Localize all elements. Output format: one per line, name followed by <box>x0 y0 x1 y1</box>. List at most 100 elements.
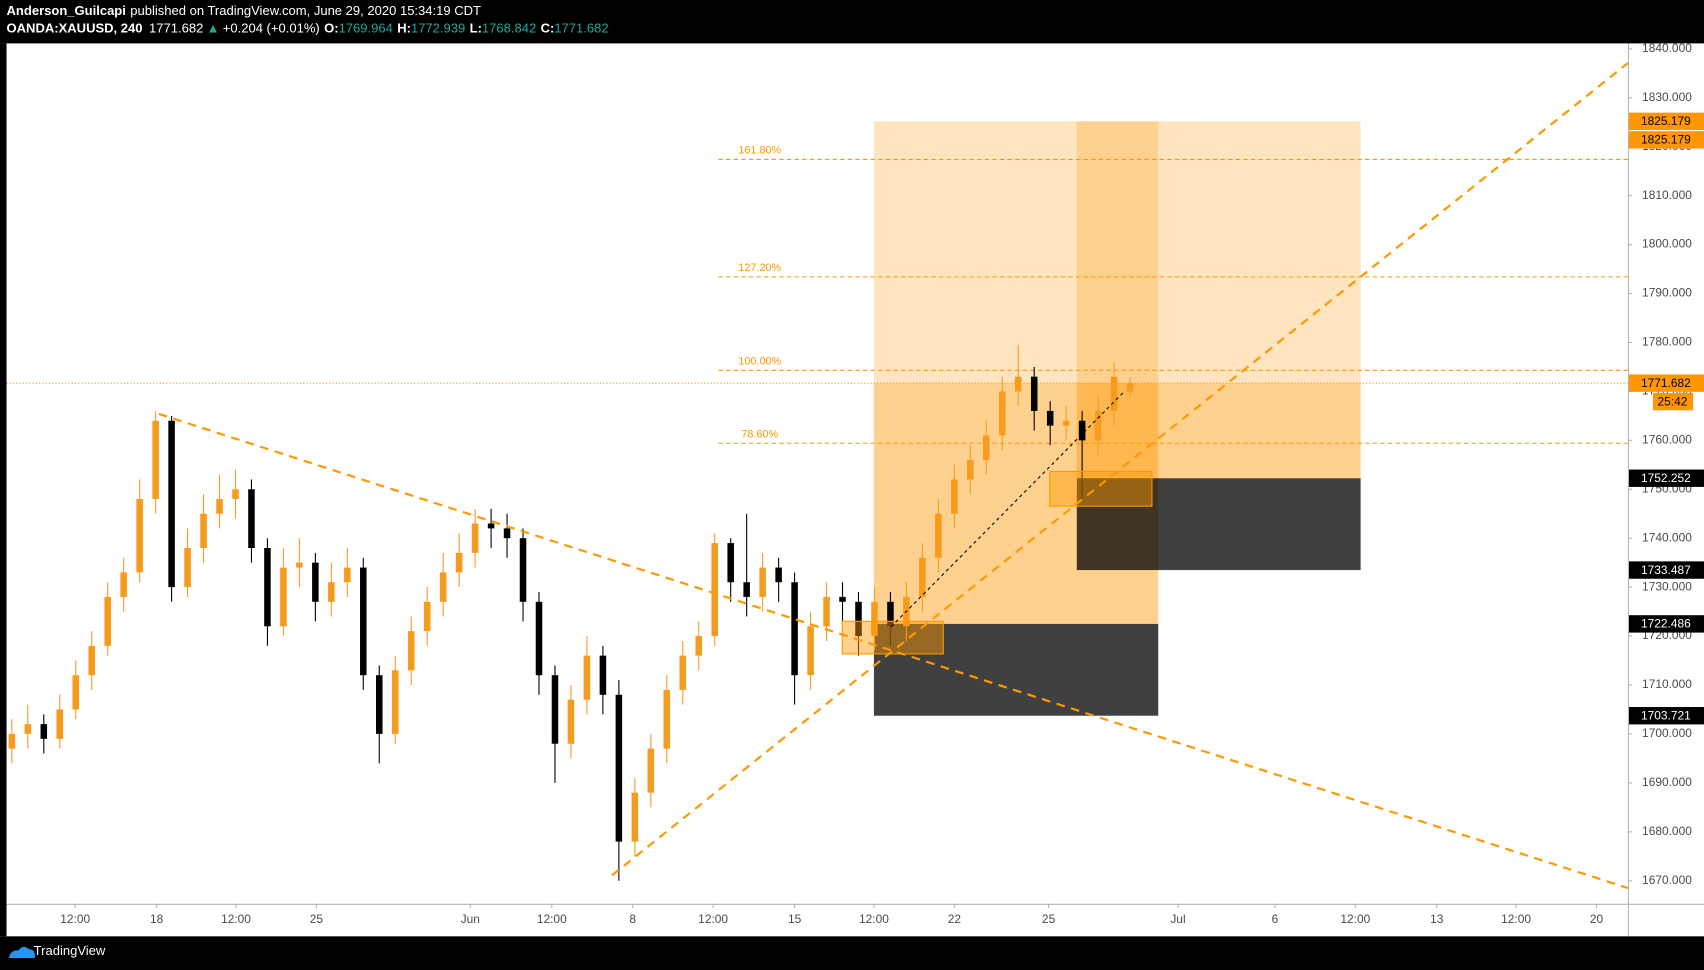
left-edge <box>0 43 7 937</box>
candle-body <box>647 748 655 793</box>
price-tag-label: 1722.486 <box>1641 617 1691 631</box>
price-tag-label: 1825.179 <box>1641 133 1691 147</box>
candle-body <box>823 596 830 627</box>
candle-body <box>839 596 846 602</box>
candle-body <box>1094 410 1102 441</box>
candle-body <box>136 499 143 573</box>
x-tick-label: 12:00 <box>537 912 567 926</box>
trendline <box>158 412 1629 890</box>
candle-body <box>168 420 175 588</box>
candle-body <box>24 724 32 734</box>
candle-body <box>280 567 287 627</box>
price-tag <box>1629 615 1704 633</box>
candle-body <box>391 670 399 734</box>
chart-layer: 161.80% 127.20% 100.00% 78.60% <box>6 62 1629 890</box>
candle-body <box>1078 420 1086 441</box>
candle-body <box>455 552 463 573</box>
x-tick-label: 12:00 <box>60 912 90 926</box>
x-tick-label: 12:00 <box>698 912 728 926</box>
x-tick-label: 25 <box>1042 912 1056 926</box>
price-tag <box>1629 707 1704 725</box>
candle-body <box>248 489 255 548</box>
candle-body <box>807 626 814 676</box>
countdown: 25:42 <box>1658 394 1688 408</box>
candle-body <box>423 601 431 632</box>
candle-body <box>1110 376 1118 411</box>
o-label: O: <box>324 21 338 36</box>
y-tick-label: 1790.000 <box>1642 286 1692 300</box>
candle-body <box>599 655 607 695</box>
x-tick-label: 12:00 <box>221 912 251 926</box>
y-tick-label: 1830.000 <box>1642 90 1692 104</box>
x-tick-label: 25 <box>310 912 324 926</box>
candle-body <box>216 499 223 514</box>
candle-body <box>711 543 718 637</box>
logo <box>8 946 35 959</box>
candle-body <box>935 513 942 558</box>
h-label: H: <box>397 21 411 36</box>
candle-body <box>983 435 990 460</box>
x-tick-label: 15 <box>788 912 802 926</box>
x-tick-label: 13 <box>1430 912 1444 926</box>
y-tick-label: 1800.000 <box>1642 237 1692 251</box>
c-value: 1771.682 <box>554 21 608 36</box>
y-tick-label: 1760.000 <box>1642 432 1692 446</box>
chart-bg <box>0 43 1704 937</box>
l-value: 1768.842 <box>482 21 536 36</box>
candle-body <box>88 645 95 676</box>
last: 1771.682 <box>149 21 203 36</box>
candle-body <box>407 631 415 671</box>
candle-body <box>232 489 239 500</box>
candle-body <box>152 420 159 500</box>
candle-body <box>695 636 703 656</box>
profit-zone <box>1076 121 1361 479</box>
price-tag <box>1629 469 1704 487</box>
candle-body <box>503 528 511 539</box>
candle-body <box>1030 376 1038 411</box>
candle-body <box>1126 383 1134 392</box>
x-tick-label: 22 <box>948 912 962 926</box>
candle-body <box>583 655 591 700</box>
candle-body <box>328 582 335 602</box>
x-tick-label: Jun <box>461 912 480 926</box>
candle-body <box>887 601 894 627</box>
header-bar <box>0 0 1704 44</box>
y-tick-label: 1670.000 <box>1642 873 1692 887</box>
candle-body <box>120 572 127 597</box>
y-tick-label: 1840.000 <box>1642 41 1692 55</box>
price-tag-label: 1825.179 <box>1641 114 1691 128</box>
x-tick-label: 8 <box>629 912 636 926</box>
l-label: L: <box>470 21 482 36</box>
candle-body <box>296 562 303 568</box>
last-price-label: 1771.682 <box>1641 376 1691 390</box>
fib-label: 127.20% <box>738 262 781 274</box>
candle-body <box>567 699 575 744</box>
fib-label: 100.00% <box>738 356 781 368</box>
candle-body <box>56 709 64 739</box>
price-tag <box>1629 561 1704 579</box>
countdown-tag <box>1652 392 1694 411</box>
y-tick-label: 1810.000 <box>1642 188 1692 202</box>
candle-body <box>663 689 671 749</box>
x-tick-label: Jul <box>1170 912 1185 926</box>
x-tick-label: 18 <box>150 912 164 926</box>
candle-body <box>104 596 111 646</box>
candle-body <box>1062 420 1070 426</box>
candle-body <box>264 547 271 627</box>
change: +0.204 (+0.01%) <box>223 21 320 36</box>
zone-box <box>1049 470 1153 507</box>
candle-body <box>375 675 383 734</box>
path-line <box>890 390 1126 628</box>
price-tag <box>1629 112 1704 131</box>
arrow: ▲ <box>207 21 220 36</box>
price-tag-label: 1752.252 <box>1641 471 1691 485</box>
footer-bar <box>0 936 1704 970</box>
y-tick-label: 1740.000 <box>1642 530 1692 544</box>
candle-body <box>791 582 798 676</box>
author: Anderson_Guilcapi <box>7 3 126 18</box>
y-tick-label: 1680.000 <box>1642 824 1692 838</box>
candle-body <box>344 567 351 583</box>
price-tag <box>1629 131 1704 149</box>
x-tick-label: 12:00 <box>1501 912 1531 926</box>
